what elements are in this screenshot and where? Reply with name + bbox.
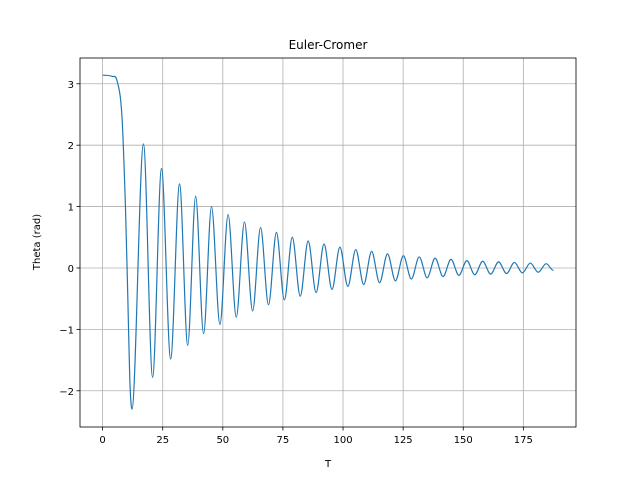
y-tick-label: 1 (68, 203, 74, 214)
y-tick-label: −1 (59, 325, 74, 336)
y-tick-label: 2 (68, 141, 74, 152)
x-tick-label: 25 (156, 435, 169, 446)
x-tick-label: 175 (514, 435, 533, 446)
y-axis-label: Theta (rad) (32, 214, 43, 271)
x-tick-label: 50 (216, 435, 229, 446)
y-tick-label: 0 (68, 264, 74, 275)
x-tick-label: 100 (333, 435, 352, 446)
y-tick-label: −2 (59, 387, 74, 398)
chart-title: Euler-Cromer (289, 38, 368, 52)
x-tick-label: 150 (454, 435, 473, 446)
x-tick-label: 0 (99, 435, 105, 446)
y-tick-label: 3 (68, 80, 74, 91)
line-series (102, 74, 554, 410)
x-tick-label: 75 (277, 435, 290, 446)
plot-frame (79, 57, 577, 428)
x-axis-label: T (324, 459, 332, 470)
x-tick-label: 125 (394, 435, 413, 446)
